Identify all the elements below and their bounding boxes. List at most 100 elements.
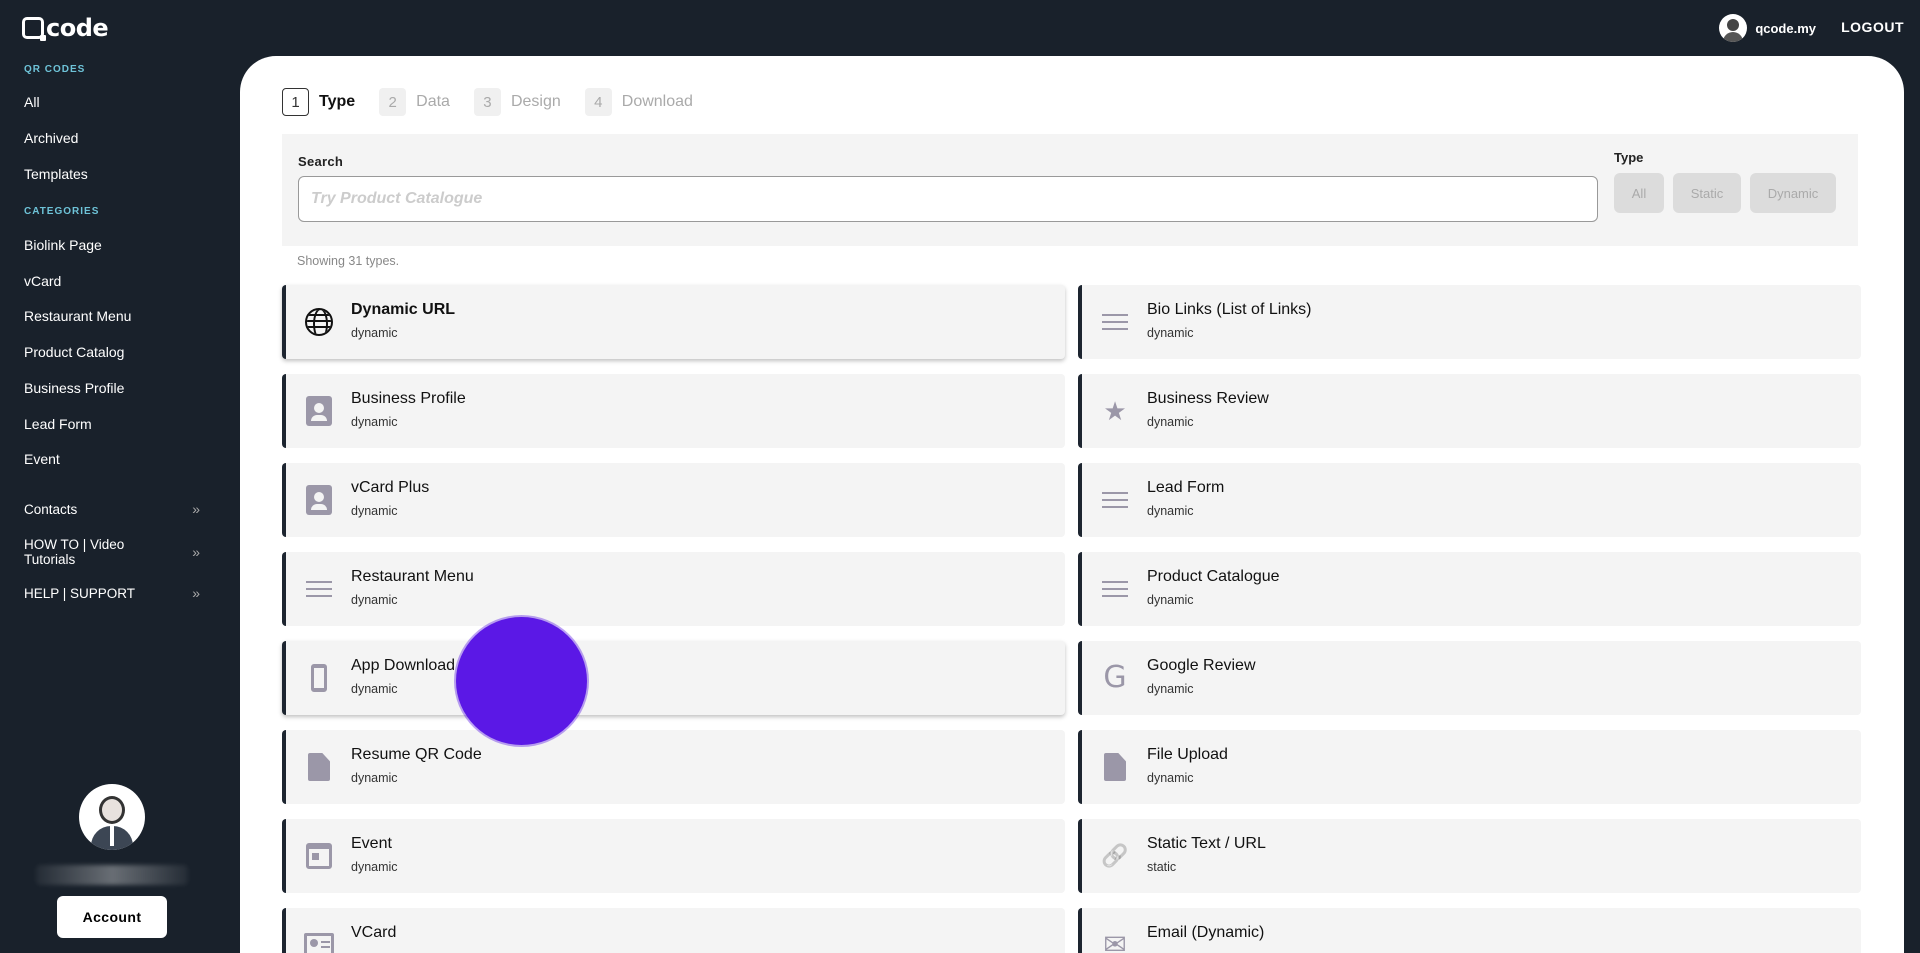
sidebar-item-biolink-page[interactable]: Biolink Page [24,237,102,253]
card-subtitle: dynamic [351,771,398,785]
card-title: App Download [351,657,456,674]
calendar-icon [304,839,334,873]
contact-icon [304,394,334,428]
sidebar-expand-how-to[interactable]: HOW TO | Video Tutorials » [24,537,200,567]
top-bar: code qcode.my LOGOUT [0,0,1920,56]
card-title: Email (Dynamic) [1147,924,1265,941]
step-label: Design [510,93,561,110]
card-title: Restaurant Menu [351,568,474,585]
search-input[interactable] [298,176,1598,222]
sidebar-expand-label: HELP | SUPPORT [24,586,136,601]
card-title: Bio Links (List of Links) [1147,301,1312,318]
main-panel: 1 Type 2 Data 3 Design 4 Download Search… [240,56,1904,953]
sidebar-item-vcard[interactable]: vCard [24,273,62,289]
card-title: File Upload [1147,746,1228,763]
search-panel: Search Type All Static Dynamic [282,134,1858,246]
card-title: Business Profile [351,390,466,407]
type-card-dynamic-url[interactable]: Dynamic URL dynamic [282,285,1065,359]
type-card-vcard-plus[interactable]: vCard Plus dynamic [282,463,1065,537]
card-subtitle: dynamic [1147,771,1194,785]
card-subtitle: dynamic [351,682,398,696]
type-card-event[interactable]: Event dynamic [282,819,1065,893]
type-card-product-catalogue[interactable]: Product Catalogue dynamic [1078,552,1861,626]
step-type[interactable]: 1 Type [282,88,355,116]
type-card-bio-links[interactable]: Bio Links (List of Links) dynamic [1078,285,1861,359]
sidebar-section-qr-codes: QR CODES [24,64,86,75]
type-card-app-download[interactable]: App Download dynamic [282,641,1065,715]
card-title: Lead Form [1147,479,1225,496]
step-download[interactable]: 4 Download [584,88,693,116]
card-title: Static Text / URL [1147,835,1266,852]
sidebar-item-restaurant-menu[interactable]: Restaurant Menu [24,308,132,324]
card-subtitle: dynamic [1147,326,1194,340]
type-filter-static-button[interactable]: Static [1673,173,1741,213]
list-icon [1100,305,1130,339]
type-card-restaurant-menu[interactable]: Restaurant Menu dynamic [282,552,1065,626]
logout-button[interactable]: LOGOUT [1841,19,1904,35]
type-card-email-dynamic[interactable]: ✉ Email (Dynamic) [1078,908,1861,953]
contact-icon [304,483,334,517]
type-card-vcard[interactable]: VCard [282,908,1065,953]
type-filter-dynamic-button[interactable]: Dynamic [1750,173,1836,213]
step-number: 2 [379,88,407,116]
sidebar-item-business-profile[interactable]: Business Profile [24,380,125,396]
step-number: 1 [282,88,309,116]
type-card-business-review[interactable]: ★ Business Review dynamic [1078,374,1861,448]
file-icon [304,750,334,784]
file-upload-icon [1100,750,1130,784]
type-filter-label: Type [1614,150,1644,165]
step-number: 4 [584,88,612,116]
vcard-icon [304,928,334,953]
phone-icon [304,661,334,695]
type-card-static-text-url[interactable]: 🔗 Static Text / URL static [1078,819,1861,893]
chevron-double-right-icon: » [192,585,200,601]
step-design[interactable]: 3 Design [473,88,561,116]
type-card-business-profile[interactable]: Business Profile dynamic [282,374,1065,448]
click-indicator [456,617,587,745]
sidebar-expand-label: Contacts [24,502,78,517]
chevron-double-right-icon: » [192,543,200,560]
sidebar-item-templates[interactable]: Templates [24,166,88,182]
card-title: Product Catalogue [1147,568,1280,585]
sidebar-item-all[interactable]: All [24,94,40,110]
card-title: Resume QR Code [351,746,482,763]
card-title: Dynamic URL [351,301,456,318]
card-title: vCard Plus [351,479,430,496]
sidebar-item-product-catalog[interactable]: Product Catalog [24,344,125,360]
step-label: Data [416,93,450,110]
card-subtitle: dynamic [351,326,398,340]
type-card-lead-form[interactable]: Lead Form dynamic [1078,463,1861,537]
step-data[interactable]: 2 Data [379,88,450,116]
type-card-resume-qr-code[interactable]: Resume QR Code dynamic [282,730,1065,804]
sidebar-item-archived[interactable]: Archived [24,130,79,146]
card-subtitle: dynamic [351,504,398,518]
wizard-steps: 1 Type 2 Data 3 Design 4 Download [282,88,717,116]
search-label: Search [298,154,344,169]
type-card-file-upload[interactable]: File Upload dynamic [1078,730,1861,804]
avatar-head [99,796,125,824]
avatar-tie [110,826,114,846]
type-filter-all-button[interactable]: All [1614,173,1664,213]
account-button[interactable]: Account [57,896,167,938]
list-icon [304,572,334,606]
user-avatar-icon [1719,14,1748,42]
sidebar-item-event[interactable]: Event [24,451,60,467]
sidebar-section-categories: CATEGORIES [24,206,100,217]
sidebar-item-lead-form[interactable]: Lead Form [24,416,92,432]
card-subtitle: dynamic [351,415,398,429]
card-subtitle: dynamic [1147,415,1194,429]
card-subtitle: dynamic [1147,682,1194,696]
sidebar-expand-help-support[interactable]: HELP | SUPPORT » [24,585,200,602]
qcode-logo[interactable]: code [22,14,109,42]
card-title: VCard [351,924,397,941]
globe-icon [304,305,334,339]
account-avatar [79,784,145,850]
card-title: Event [351,835,392,852]
link-icon: 🔗 [1101,843,1129,868]
list-icon [1100,483,1130,517]
sidebar-expand-contacts[interactable]: Contacts » [24,502,200,518]
card-subtitle: dynamic [351,593,398,607]
user-menu[interactable]: qcode.my [1719,14,1816,42]
card-title: Google Review [1147,657,1256,674]
type-card-google-review[interactable]: G Google Review dynamic [1078,641,1861,715]
